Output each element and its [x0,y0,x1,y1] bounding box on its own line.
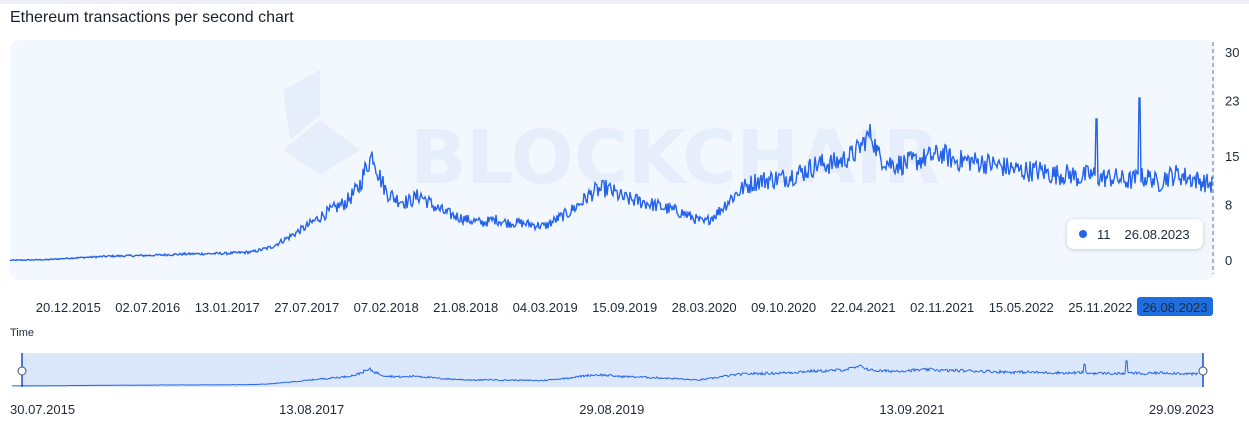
navigator-label: Time [10,327,35,339]
navigator-line [12,360,1199,387]
navigator-tick-label: 29.09.2023 [1149,402,1214,417]
x-ticks: 20.12.2015 02.07.2016 13.01.2017 27.07.2017… [36,297,1213,316]
x-tick-label: 25.11.2022 [1068,300,1132,315]
x-tick-label: 04.03.2019 [513,300,578,315]
series-line [9,97,1213,262]
y-tick-label: 23 [1225,94,1239,109]
x-tick-label: 28.03.2020 [672,300,737,315]
navigator-handle-right[interactable] [1198,366,1208,376]
x-tick-label: 07.02.2018 [354,300,419,315]
x-tick-label: 27.07.2017 [274,300,339,315]
watermark-text: BLOCKCHAIR [410,115,940,201]
x-tick-label: 15.09.2019 [592,300,657,315]
y-ticks: 30 23 15 8 0 [1225,45,1239,268]
navigator-tick-label: 13.09.2021 [879,402,944,417]
x-tick-label: 09.10.2020 [751,300,816,315]
navigator-tick-label: 30.07.2015 [10,402,75,417]
x-tick-label: 21.08.2018 [433,300,498,315]
x-tick-label: 22.04.2021 [831,300,896,315]
navigator-selection[interactable] [22,353,1203,387]
navigator-tick-label: 29.08.2019 [579,402,644,417]
tooltip: 11 26.08.2023 [1067,219,1203,249]
x-tick-label: 02.07.2016 [115,300,180,315]
x-tick-label: 15.05.2022 [989,300,1054,315]
navigator-tick-label: 13.08.2017 [279,402,344,417]
x-tick-label: 02.11.2021 [910,300,974,315]
watermark: BLOCKCHAIR [283,70,940,201]
watermark-logo [283,70,360,175]
y-tick-label: 0 [1225,253,1232,268]
x-tick-label: 26.08.2023 [1142,300,1207,315]
y-tick-label: 30 [1225,45,1239,60]
navigator-ticks: 30.07.2015 13.08.2017 29.08.2019 13.09.2021… [10,402,1214,417]
chart-title: Ethereum transactions per second chart [10,9,294,26]
x-tick-label: 20.12.2015 [36,300,101,315]
navigator-handle-left[interactable] [17,366,27,376]
y-tick-label: 15 [1225,149,1239,164]
tooltip-series-dot [1079,230,1087,238]
top-strip [0,0,1249,4]
x-tick-label: 13.01.2017 [195,300,260,315]
x-tick-selected-bg [1137,297,1213,316]
y-tick-label: 8 [1225,198,1232,213]
tooltip-value: 11 [1097,226,1111,242]
tooltip-date: 26.08.2023 [1124,226,1190,242]
